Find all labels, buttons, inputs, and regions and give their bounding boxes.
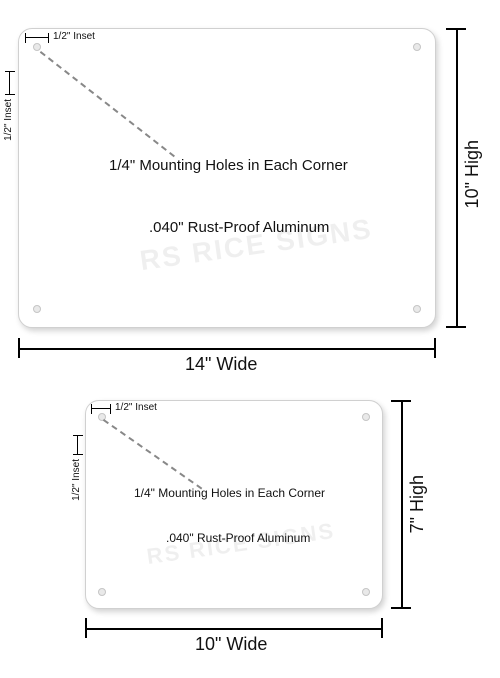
dim-w-label: 14" Wide [185, 354, 257, 375]
dim-w-t1 [18, 338, 20, 358]
dim-h-t2 [446, 326, 466, 328]
inset-label-top: 1/2" Inset [115, 402, 157, 413]
inset-label-left: 1/2" Inset [71, 459, 82, 501]
line2: .040" Rust-Proof Aluminum [166, 531, 310, 545]
dim-h-line-s [401, 400, 403, 609]
hole-bl [98, 588, 106, 596]
dim-h-label: 10" High [462, 140, 483, 208]
hole-tr [362, 413, 370, 421]
dim-w-t2 [434, 338, 436, 358]
inset-bracket-left [73, 435, 83, 455]
dim-h-label-s: 7" High [407, 475, 428, 533]
dim-w-line [18, 348, 436, 350]
inset-bracket-left [5, 71, 15, 95]
line1: 1/4" Mounting Holes in Each Corner [109, 157, 348, 174]
line1: 1/4" Mounting Holes in Each Corner [134, 486, 325, 500]
leader-line [103, 419, 202, 489]
hole-br [362, 588, 370, 596]
dim-h-t1 [446, 28, 466, 30]
inset-bracket-top [91, 404, 111, 414]
hole-tl [33, 43, 41, 51]
line2: .040" Rust-Proof Aluminum [149, 219, 329, 236]
dim-w-line-s [85, 628, 383, 630]
sign-large: 1/2" Inset 1/2" Inset 1/4" Mounting Hole… [18, 28, 436, 328]
dim-w-t1-s [85, 618, 87, 638]
hole-tr [413, 43, 421, 51]
dim-h-line [456, 28, 458, 328]
inset-bracket-top [25, 33, 49, 43]
leader-line [40, 51, 175, 157]
dim-w-t2-s [381, 618, 383, 638]
hole-bl [33, 305, 41, 313]
dim-h-t1-s [391, 400, 411, 402]
inset-label-left: 1/2" Inset [3, 99, 14, 141]
inset-label-top: 1/2" Inset [53, 31, 95, 42]
hole-br [413, 305, 421, 313]
sign-small: 1/2" Inset 1/2" Inset 1/4" Mounting Hole… [85, 400, 383, 609]
dim-w-label-s: 10" Wide [195, 634, 267, 655]
dim-h-t2-s [391, 607, 411, 609]
